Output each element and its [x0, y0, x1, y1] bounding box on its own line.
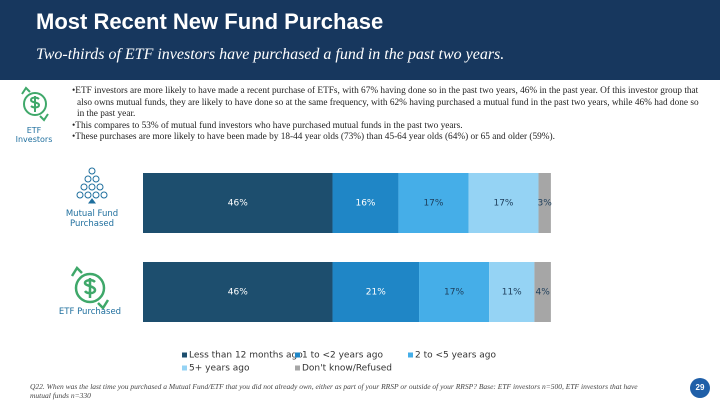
bullet-list: ETF investors are more likely to have ma… — [72, 86, 708, 144]
page-number: 29 — [690, 378, 710, 398]
bar-segment — [332, 262, 420, 322]
etf-purchased-icon — [70, 266, 110, 310]
bar-segment — [419, 262, 490, 322]
legend-swatch — [182, 352, 187, 358]
row-label: Mutual Fund Purchased — [65, 209, 119, 229]
bar-segment — [489, 262, 535, 322]
legend-swatch — [182, 365, 187, 371]
value-label: 16% — [355, 199, 375, 209]
value-label: 11% — [502, 288, 522, 298]
slide-subtitle: Two-thirds of ETF investors have purchas… — [36, 46, 505, 63]
bar-segment — [332, 173, 399, 233]
bar-segment — [468, 173, 539, 233]
legend-label: 1 to <2 years ago — [302, 351, 383, 361]
bar-segment — [398, 173, 469, 233]
legend-swatch — [295, 365, 300, 371]
value-label: 17% — [423, 199, 443, 209]
bullet: ETF investors are more likely to have ma… — [72, 86, 708, 121]
bar-segment — [143, 173, 333, 233]
footnote: Q22. When was the last time you purchase… — [30, 382, 638, 400]
mutual-fund-icon — [76, 167, 108, 204]
legend-label: Less than 12 months ago — [189, 351, 303, 361]
bullet: This compares to 53% of mutual fund inve… — [72, 121, 708, 133]
value-label: 17% — [493, 199, 513, 209]
bar-segment — [143, 262, 333, 322]
legend-swatch — [295, 352, 300, 358]
value-label: 17% — [444, 288, 464, 298]
value-label: 3% — [538, 199, 553, 209]
header-band: Most Recent New Fund Purchase Two-thirds… — [0, 0, 720, 80]
sidebar-label: ETF Investors — [15, 126, 53, 144]
legend-label: 5+ years ago — [189, 364, 250, 374]
value-label: 46% — [228, 199, 248, 209]
legend-label: 2 to <5 years ago — [415, 351, 496, 361]
value-label: 4% — [535, 288, 550, 298]
legend-swatch — [408, 352, 413, 358]
legend-label: Don't know/Refused — [302, 364, 392, 374]
bar-segment — [538, 173, 551, 233]
row-label: ETF Purchased — [58, 307, 122, 317]
slide-title: Most Recent New Fund Purchase — [36, 9, 384, 34]
value-label: 46% — [228, 288, 248, 298]
bar-segment — [534, 262, 551, 322]
etf-icon — [21, 86, 49, 122]
value-label: 21% — [366, 288, 386, 298]
bullet: These purchases are more likely to have … — [72, 132, 708, 144]
